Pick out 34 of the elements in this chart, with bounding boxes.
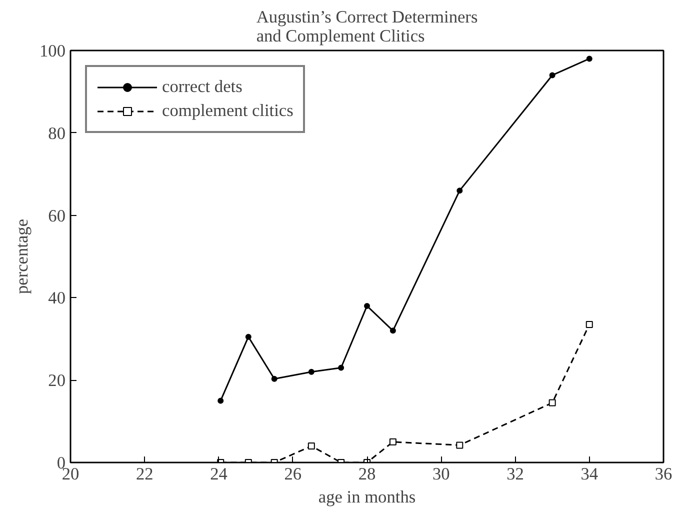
y-axis-title: percentage [12, 218, 32, 294]
point [308, 368, 314, 375]
point [245, 334, 252, 340]
x-tick-label: 36 [654, 464, 672, 484]
y-tick-label: 0 [56, 454, 66, 472]
chart-title: Augustin’s Correct Determiners and Complement Clitics [256, 8, 478, 46]
legend-label: complement clitics [162, 101, 294, 121]
point [364, 302, 370, 309]
legend-label: correct dets [162, 77, 242, 97]
x-tick-label: 26 [284, 464, 302, 484]
y-tick-label: 100 [40, 42, 66, 60]
point [586, 56, 592, 62]
y-tick-label: 80 [48, 124, 66, 143]
y-tick-label: 20 [48, 371, 66, 390]
point [390, 328, 396, 334]
point [308, 442, 315, 450]
point [586, 320, 593, 328]
x-tick-label: 24 [210, 464, 228, 484]
point [549, 72, 556, 78]
point [338, 364, 344, 371]
point [271, 376, 278, 382]
x-tick-label: 30 [432, 464, 450, 484]
point [218, 398, 224, 404]
point [548, 399, 556, 406]
point [456, 188, 463, 194]
y-tick-label: 60 [48, 206, 66, 226]
y-tick-label: 40 [48, 288, 66, 308]
point [389, 438, 396, 446]
x-tick-label: 28 [358, 464, 376, 484]
x-axis-title: age in months [318, 488, 416, 506]
point [456, 442, 464, 449]
x-tick-label: 34 [580, 464, 598, 484]
x-tick-label: 22 [136, 464, 154, 484]
x-tick-label: 32 [506, 464, 524, 484]
